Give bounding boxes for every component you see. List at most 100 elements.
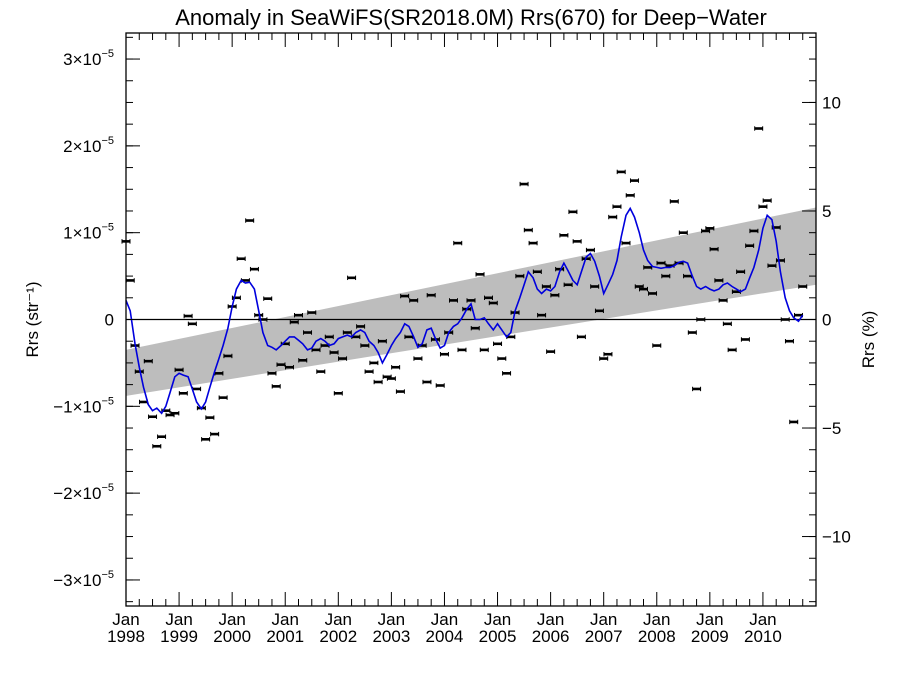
- data-point: [409, 298, 419, 303]
- data-point-marker: [546, 350, 555, 353]
- data-point: [771, 225, 781, 230]
- data-point: [258, 317, 268, 322]
- data-point: [303, 330, 313, 335]
- data-point: [537, 312, 547, 318]
- data-point-marker: [152, 444, 161, 448]
- data-point: [210, 431, 220, 437]
- data-point-marker: [639, 287, 648, 291]
- data-point-marker: [457, 348, 466, 352]
- data-point: [333, 391, 343, 396]
- data-point-marker: [214, 372, 223, 375]
- data-point: [377, 339, 387, 344]
- data-point-marker: [144, 359, 153, 363]
- data-point-marker: [409, 299, 418, 302]
- data-point: [338, 356, 348, 361]
- data-point: [369, 360, 379, 366]
- y-left-tick-label: −1×10−5: [53, 395, 114, 416]
- data-point-marker: [626, 194, 635, 197]
- data-point: [639, 286, 648, 292]
- data-point-marker: [603, 352, 612, 356]
- data-point-marker: [290, 320, 299, 324]
- data-point: [231, 295, 241, 300]
- data-point-marker: [776, 259, 785, 262]
- x-tick-label-month: Jan: [272, 610, 299, 629]
- data-point: [727, 347, 737, 353]
- data-point-marker: [391, 365, 400, 369]
- data-point: [289, 319, 299, 325]
- data-point-marker: [139, 400, 148, 404]
- data-point-marker: [502, 372, 511, 375]
- data-point: [307, 310, 317, 315]
- data-point: [488, 300, 498, 306]
- data-point: [205, 415, 215, 420]
- data-point-marker: [272, 385, 281, 388]
- smoothed-line-layer: [125, 206, 804, 415]
- x-tick-label-year: 2000: [213, 627, 251, 646]
- data-point-marker: [365, 370, 374, 373]
- data-point: [767, 263, 777, 268]
- data-point-marker: [736, 270, 745, 274]
- data-point: [736, 269, 746, 274]
- data-point: [709, 246, 719, 252]
- data-point: [218, 395, 228, 400]
- x-tick-label-year: 2001: [266, 627, 304, 646]
- y-left-tick-label: −3×10−5: [53, 569, 114, 590]
- data-point-marker: [418, 344, 427, 347]
- data-point-marker: [524, 228, 533, 232]
- data-point-marker: [436, 384, 445, 387]
- data-point-marker: [219, 396, 228, 399]
- data-point-marker: [281, 342, 290, 346]
- x-tick-label-year: 2006: [532, 627, 570, 646]
- data-point-marker: [590, 285, 599, 288]
- data-point: [616, 169, 626, 175]
- data-point: [714, 278, 724, 283]
- data-point: [470, 325, 480, 331]
- x-tick-label-month: Jan: [431, 610, 458, 629]
- data-point: [692, 386, 702, 392]
- data-point-marker: [330, 351, 339, 354]
- x-tick-label-month: Jan: [696, 610, 723, 629]
- data-point-marker: [520, 182, 529, 186]
- data-point-marker: [621, 241, 630, 245]
- data-point: [497, 356, 507, 361]
- data-point: [541, 284, 551, 289]
- data-point: [696, 317, 706, 322]
- data-point: [652, 343, 662, 348]
- data-point: [426, 292, 436, 298]
- data-point-marker: [670, 200, 679, 203]
- data-point: [347, 275, 357, 281]
- data-point-marker: [794, 313, 803, 317]
- data-point-marker: [400, 294, 409, 298]
- data-point: [134, 369, 144, 374]
- data-point-marker: [763, 199, 772, 202]
- data-point-marker: [657, 261, 666, 265]
- data-point-marker: [316, 370, 325, 373]
- data-point: [745, 243, 755, 248]
- data-point: [722, 321, 732, 327]
- y-left-tick-label: 2×10−5: [63, 135, 114, 156]
- data-point: [453, 240, 463, 246]
- data-point-marker: [298, 359, 307, 362]
- y-right-tick-label: 10: [822, 93, 841, 112]
- y-right-tick-label: −10: [822, 528, 851, 547]
- data-point-marker: [285, 365, 294, 369]
- data-point: [457, 347, 467, 353]
- data-point-marker: [179, 391, 188, 395]
- data-point-marker: [714, 279, 723, 282]
- data-point-marker: [705, 227, 714, 230]
- data-point: [475, 272, 485, 277]
- data-point: [284, 365, 294, 370]
- data-point-marker: [767, 264, 776, 267]
- x-tick-label-month: Jan: [218, 610, 245, 629]
- data-point-marker: [404, 335, 413, 339]
- data-point-marker: [166, 413, 175, 417]
- data-point-marker: [617, 170, 626, 174]
- data-point: [780, 317, 790, 322]
- data-point: [555, 266, 565, 272]
- data-point: [254, 312, 264, 318]
- data-point-marker: [188, 322, 197, 326]
- data-point: [705, 226, 715, 231]
- data-point: [192, 386, 202, 392]
- data-point-marker: [719, 299, 728, 302]
